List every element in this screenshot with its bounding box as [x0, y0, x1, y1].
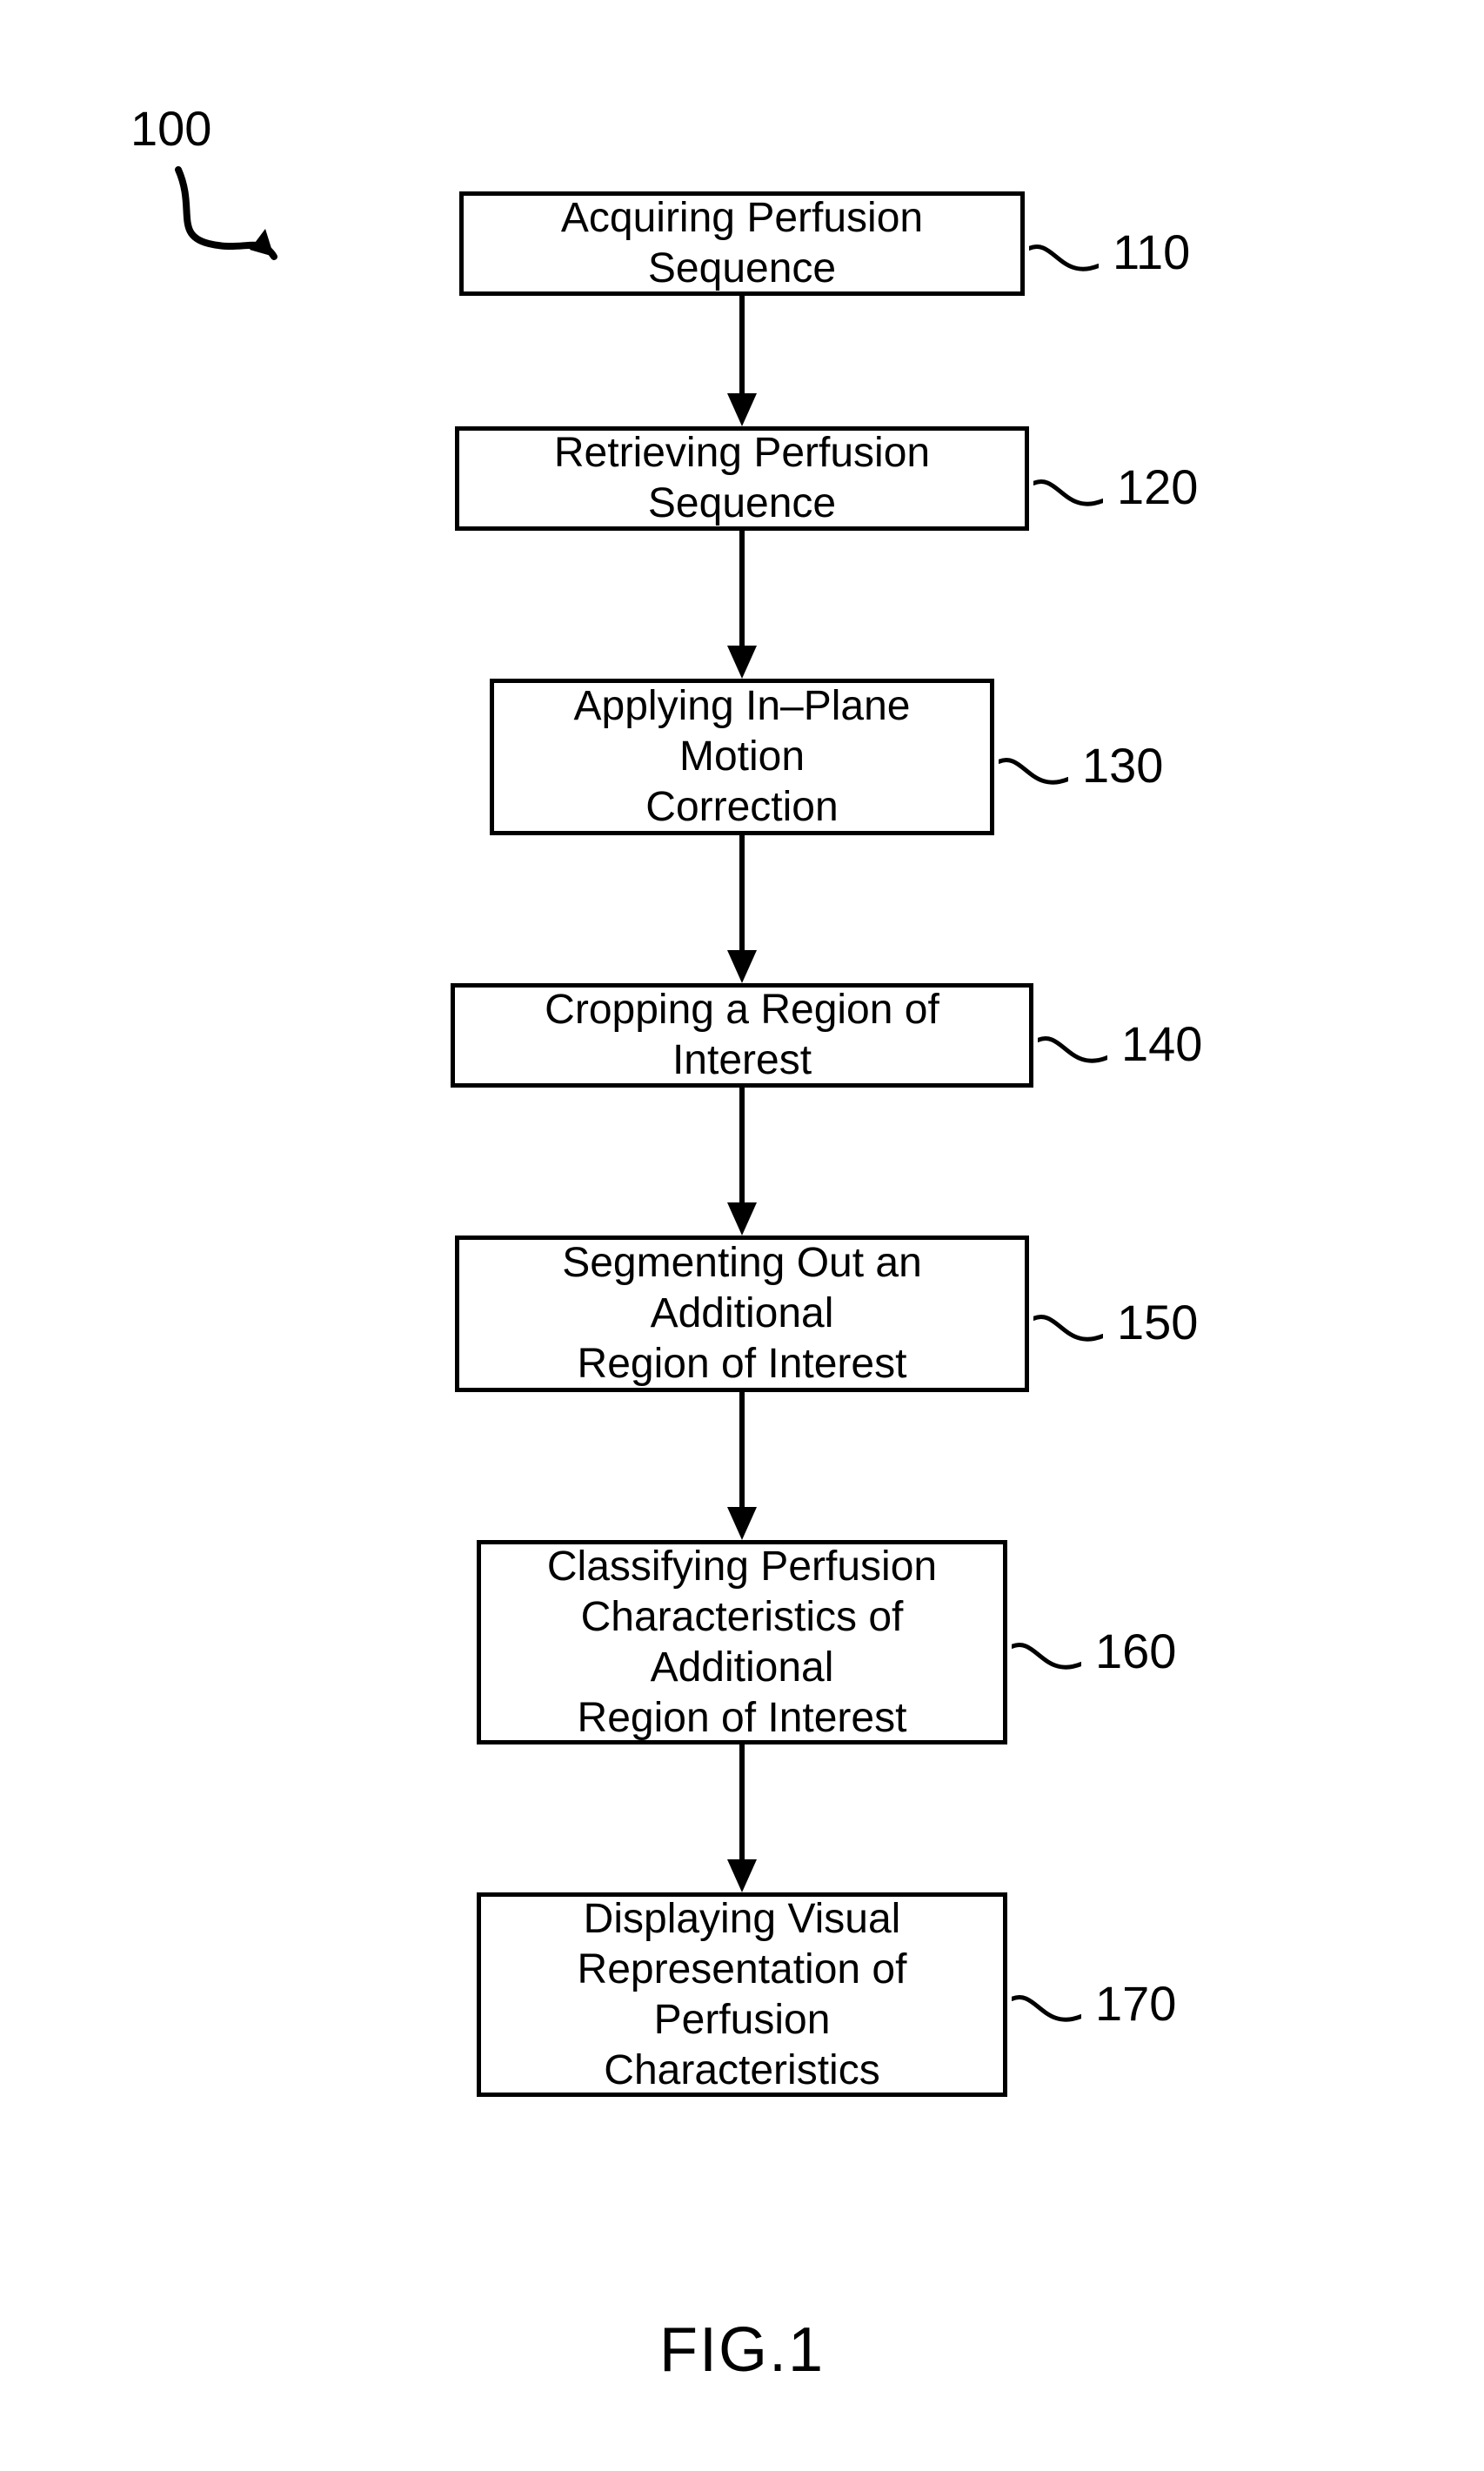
flow-arrow [727, 531, 757, 679]
flow-step-160: Classifying Perfusion Characteristics of… [477, 1540, 1007, 1744]
reference-leader [1033, 472, 1103, 516]
flow-step-170: Displaying Visual Representation of Perf… [477, 1892, 1007, 2097]
flowchart: Acquiring Perfusion Sequence110 Retrievin… [451, 191, 1033, 2097]
flow-step-label: Displaying Visual Representation of Perf… [511, 1894, 973, 2096]
flow-step-140: Cropping a Region of Interest140 [451, 983, 1033, 1088]
figure-reference-arrow [170, 161, 300, 283]
flow-arrow [727, 1088, 757, 1236]
flow-step-label: Applying In–Plane Motion Correction [524, 681, 960, 833]
flow-arrow [727, 835, 757, 983]
flow-step-label: Acquiring Perfusion Sequence [493, 193, 991, 294]
flow-step-110: Acquiring Perfusion Sequence110 [459, 191, 1025, 296]
flow-step-130: Applying In–Plane Motion Correction130 [490, 679, 994, 835]
reference-leader [1033, 1308, 1103, 1351]
figure-reference-number: 100 [130, 100, 211, 157]
flow-step-120: Retrieving Perfusion Sequence120 [455, 426, 1029, 531]
flow-arrow [727, 1744, 757, 1892]
figure-caption: FIG.1 [659, 2314, 825, 2386]
flow-arrow [727, 296, 757, 426]
flow-arrow [727, 1392, 757, 1540]
reference-number: 140 [1121, 1015, 1202, 1072]
flow-step-label: Retrieving Perfusion Sequence [489, 428, 995, 529]
figure-page: 100 Acquiring Perfusion Sequence110Retri… [0, 0, 1484, 2471]
reference-number: 130 [1082, 737, 1163, 794]
reference-number: 160 [1095, 1623, 1176, 1679]
reference-number: 150 [1117, 1294, 1198, 1350]
flow-step-label: Cropping a Region of Interest [485, 985, 999, 1086]
reference-leader [1012, 1636, 1081, 1679]
reference-number: 110 [1113, 224, 1190, 280]
reference-number: 120 [1117, 459, 1198, 515]
flow-step-label: Segmenting Out an Additional Region of I… [489, 1238, 995, 1390]
reference-leader [1038, 1029, 1107, 1073]
flow-step-150: Segmenting Out an Additional Region of I… [455, 1236, 1029, 1392]
reference-leader [1029, 238, 1099, 281]
reference-number: 170 [1095, 1975, 1176, 2032]
reference-leader [1012, 1988, 1081, 2032]
reference-leader [999, 751, 1068, 794]
flow-step-label: Classifying Perfusion Characteristics of… [511, 1542, 973, 1744]
